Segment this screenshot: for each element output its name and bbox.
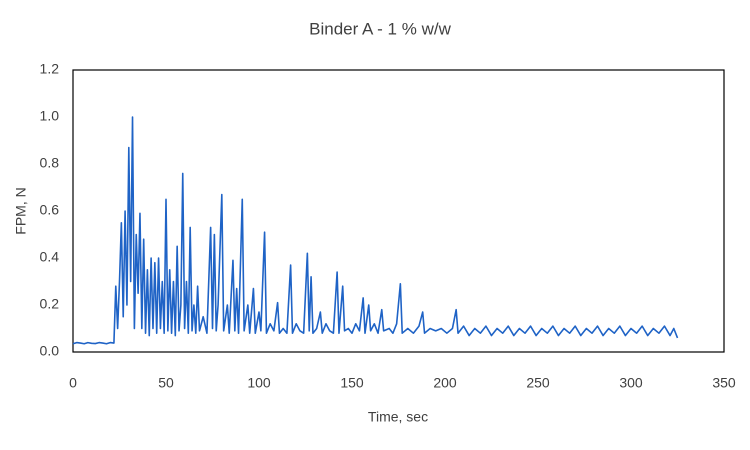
y-tick-label: 1.0: [40, 108, 60, 124]
plot-frame: [72, 69, 725, 353]
x-tick-label: 350: [712, 375, 736, 391]
y-tick-label: 0.4: [40, 249, 60, 265]
x-tick-label: 300: [619, 375, 643, 391]
x-tick-label: 50: [158, 375, 174, 391]
data-line: [72, 116, 679, 345]
y-tick-label: 0.6: [40, 202, 60, 218]
x-tick-label: 200: [433, 375, 457, 391]
y-tick-label: 0.8: [40, 155, 60, 171]
y-axis-label: FPM, N: [13, 187, 29, 234]
y-tick-label: 0.0: [40, 343, 60, 359]
y-tick-label: 1.2: [40, 61, 60, 77]
x-tick-label: 150: [340, 375, 364, 391]
x-tick-label: 0: [69, 375, 77, 391]
x-axis-label: Time, sec: [368, 409, 428, 425]
x-tick-label: 100: [247, 375, 271, 391]
chart-title: Binder A - 1 % w/w: [309, 19, 451, 38]
y-tick-label: 0.2: [40, 296, 60, 312]
x-tick-label: 250: [526, 375, 550, 391]
